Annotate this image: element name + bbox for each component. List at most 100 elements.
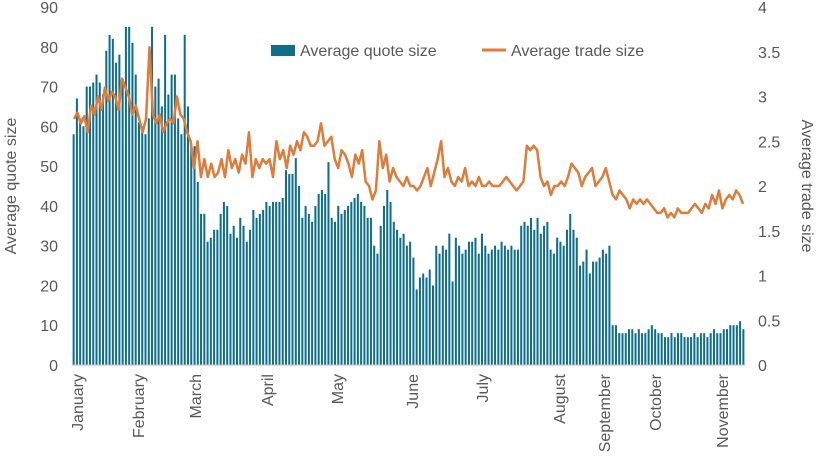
quote-size-bar: [160, 106, 163, 365]
quote-size-bar: [75, 98, 78, 366]
quote-size-bar: [239, 217, 242, 365]
quote-size-bar: [572, 229, 575, 365]
quote-size-bar: [405, 245, 408, 365]
quote-size-bar: [366, 217, 369, 365]
quote-size-bar: [719, 333, 722, 365]
quote-size-bar: [311, 221, 314, 365]
quote-size-bar: [582, 261, 585, 365]
quote-size-bar: [193, 146, 196, 365]
x-tick-label: March: [188, 374, 205, 418]
quote-size-bar: [520, 225, 523, 365]
quote-size-bar: [213, 229, 216, 365]
quote-size-bar: [696, 337, 699, 365]
quote-size-bar: [314, 205, 317, 365]
quote-size-bar: [347, 205, 350, 365]
quote-size-bar: [526, 225, 529, 365]
quote-size-bar: [579, 265, 582, 365]
quote-size-bar: [464, 249, 467, 365]
quote-size-bar: [167, 94, 170, 365]
quote-size-bar: [621, 333, 624, 365]
quote-size-bar: [418, 277, 421, 365]
quote-size-bar: [552, 253, 555, 365]
quote-size-bar: [533, 229, 536, 365]
quote-size-bar: [637, 329, 640, 365]
quote-size-bar: [448, 233, 451, 365]
quote-size-bar: [392, 221, 395, 365]
quote-size-bar: [389, 201, 392, 365]
quote-size-bar: [307, 213, 310, 365]
quote-size-bar: [654, 329, 657, 365]
quote-size-bar: [386, 189, 389, 365]
quote-size-bar: [141, 126, 144, 365]
quote-size-bar: [275, 201, 278, 365]
quote-size-bar: [219, 213, 222, 365]
quote-size-bar: [716, 333, 719, 365]
quote-size-bar: [288, 174, 291, 365]
x-tick-label: April: [260, 374, 277, 406]
quote-size-bar: [438, 253, 441, 365]
quote-size-bar: [706, 337, 709, 365]
quote-size-bar: [137, 122, 140, 365]
quote-size-bar: [699, 333, 702, 365]
quote-size-bar: [196, 182, 199, 365]
right-tick-label: 4: [758, 0, 767, 17]
quote-size-bar: [539, 233, 542, 365]
quote-size-bar: [677, 333, 680, 365]
x-tick-label: August: [552, 373, 569, 423]
quote-size-bar: [484, 245, 487, 365]
quote-size-bar: [467, 241, 470, 365]
quote-size-bar: [683, 337, 686, 365]
quote-size-bar: [562, 245, 565, 365]
quote-size-bar: [105, 50, 108, 365]
quote-size-bar: [585, 249, 588, 365]
quote-size-bar: [735, 325, 738, 365]
quote-size-bar: [680, 333, 683, 365]
quote-size-bar: [412, 257, 415, 365]
quote-size-bar: [673, 337, 676, 365]
quote-size-bar: [154, 86, 157, 365]
quote-size-bar: [435, 245, 438, 365]
quote-size-bar: [536, 217, 539, 365]
quote-size-bar: [726, 329, 729, 365]
quote-size-bar: [298, 186, 301, 365]
quote-size-bar: [513, 249, 516, 365]
quote-size-bar: [340, 213, 343, 365]
quote-size-bar: [134, 74, 137, 366]
quote-size-bar: [373, 245, 376, 365]
quote-size-bar: [88, 86, 91, 365]
quote-size-bar: [690, 337, 693, 365]
quote-size-bars: [72, 26, 745, 366]
x-tick-label: November: [715, 373, 732, 447]
quote-size-bar: [503, 245, 506, 365]
quote-size-bar: [82, 126, 85, 365]
quote-size-bar: [180, 134, 183, 365]
left-tick-label: 30: [40, 239, 58, 256]
quote-size-bar: [399, 237, 402, 365]
left-tick-label: 70: [40, 80, 58, 97]
trade-size-line-path: [72, 46, 745, 219]
quote-size-bar: [624, 333, 627, 365]
quote-size-bar: [98, 82, 101, 365]
quote-size-bar: [422, 273, 425, 365]
quote-size-bar: [353, 197, 356, 365]
quote-size-bar: [301, 217, 304, 365]
quote-size-bar: [206, 241, 209, 365]
left-tick-label: 60: [40, 119, 58, 136]
quote-size-bar: [559, 241, 562, 365]
quote-size-bar: [595, 261, 598, 365]
quote-size-bar: [729, 325, 732, 365]
quote-size-bar: [249, 229, 252, 365]
quote-size-bar: [693, 333, 696, 365]
quote-size-bar: [363, 205, 366, 365]
quote-size-bar: [369, 217, 372, 365]
quote-size-bar: [614, 325, 617, 365]
right-tick-label: 3.5: [758, 45, 780, 62]
quote-size-bar: [183, 34, 186, 366]
quote-size-bar: [402, 233, 405, 365]
quote-size-bar: [546, 221, 549, 365]
quote-size-bar: [523, 221, 526, 365]
left-tick-label: 20: [40, 278, 58, 295]
quote-size-bar: [647, 329, 650, 365]
quote-size-bar: [657, 333, 660, 365]
